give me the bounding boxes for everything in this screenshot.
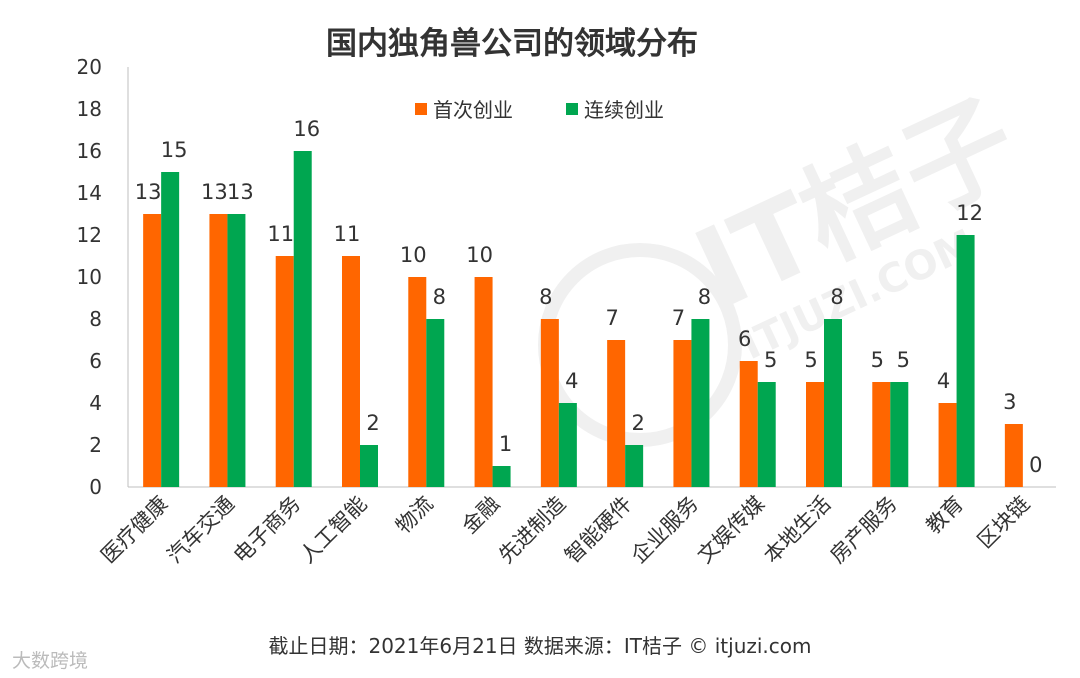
data-label: 15: [161, 138, 188, 162]
chart-title: 国内独角兽公司的领域分布: [326, 26, 698, 62]
data-label: 10: [466, 243, 493, 267]
data-label: 2: [631, 411, 644, 435]
x-tick-label: 医疗健康: [96, 492, 172, 568]
data-label: 7: [605, 306, 618, 330]
bar-serial-venture: [625, 445, 644, 487]
data-label: 16: [293, 117, 320, 141]
bar-first-venture: [806, 382, 824, 487]
x-tick-label: 教育: [921, 492, 968, 539]
legend-label: 首次创业: [433, 98, 513, 122]
x-tick-label: 人工智能: [295, 492, 371, 568]
bar-first-venture: [673, 340, 692, 487]
bar-serial-venture: [426, 319, 445, 487]
bar-first-venture: [408, 277, 427, 487]
data-label: 7: [672, 306, 685, 330]
y-tick-label: 10: [77, 265, 102, 289]
footer-source: 截止日期：2021年6月21日 数据来源：IT桔子 © itjuzi.com: [268, 634, 812, 658]
data-label: 1: [499, 432, 512, 456]
legend: 首次创业 连续创业: [415, 98, 664, 122]
data-label: 6: [738, 327, 751, 351]
data-label: 8: [830, 285, 843, 309]
data-label: 11: [334, 222, 361, 246]
x-tick-label: 电子商务: [229, 492, 305, 568]
bar-first-venture: [1004, 424, 1023, 487]
x-tick-label: 智能硬件: [560, 492, 636, 568]
bar-serial-venture: [824, 319, 842, 487]
y-tick-label: 0: [89, 475, 102, 499]
data-label: 8: [539, 285, 552, 309]
data-label: 5: [764, 348, 777, 372]
data-label: 3: [1003, 390, 1016, 414]
bar-serial-venture: [956, 235, 975, 487]
x-tick-label: 文娱传媒: [693, 492, 769, 568]
bar-first-venture: [739, 361, 758, 487]
corner-watermark: 大数跨境: [12, 650, 89, 672]
x-tick-label: 企业服务: [627, 492, 703, 568]
bar-first-venture: [342, 256, 360, 487]
y-tick-label: 18: [77, 97, 102, 121]
y-tick-label: 14: [77, 181, 102, 205]
bar-first-venture: [474, 277, 493, 487]
legend-swatch: [415, 103, 427, 115]
data-label: 13: [227, 180, 254, 204]
bar-first-venture: [275, 256, 294, 487]
data-label: 8: [698, 285, 711, 309]
bar-serial-venture: [161, 172, 180, 487]
bar-serial-venture: [492, 466, 511, 487]
x-tick-label: 房产服务: [825, 492, 901, 568]
data-label: 13: [201, 180, 228, 204]
data-label: 11: [267, 222, 294, 246]
data-label: 13: [135, 180, 162, 204]
y-tick-label: 20: [77, 55, 102, 79]
data-label: 12: [956, 201, 983, 225]
data-label: 10: [400, 243, 427, 267]
bar-first-venture: [938, 403, 957, 487]
bar-serial-venture: [360, 445, 378, 487]
bar-serial-venture: [691, 319, 710, 487]
y-tick-label: 6: [89, 349, 102, 373]
bar-serial-venture: [757, 382, 776, 487]
x-tick-label: 汽车交通: [163, 492, 239, 568]
y-tick-label: 2: [89, 433, 102, 457]
x-tick-label: 先进制造: [494, 492, 570, 568]
y-tick-label: 4: [89, 391, 102, 415]
y-tick-label: 16: [77, 139, 102, 163]
data-label: 8: [433, 285, 446, 309]
bar-first-venture: [209, 214, 228, 487]
bar-first-venture: [607, 340, 626, 487]
legend-label: 连续创业: [584, 98, 664, 122]
y-tick-label: 8: [89, 307, 102, 331]
bar-serial-venture: [890, 382, 909, 487]
x-tick-label: 区块链: [973, 492, 1035, 554]
bar-first-venture: [540, 319, 559, 487]
x-tick-label: 金融: [457, 492, 504, 539]
data-label: 4: [565, 369, 578, 393]
bar-first-venture: [143, 214, 162, 487]
bar-serial-venture: [293, 151, 312, 487]
legend-swatch: [566, 103, 578, 115]
data-label: 2: [366, 411, 379, 435]
data-label: 5: [897, 348, 910, 372]
bar-first-venture: [872, 382, 891, 487]
x-tick-label: 本地生活: [759, 492, 835, 568]
bar-serial-venture: [558, 403, 577, 487]
data-label: 0: [1029, 453, 1042, 477]
data-label: 4: [937, 369, 950, 393]
bar-serial-venture: [227, 214, 246, 487]
data-label: 5: [871, 348, 884, 372]
y-tick-label: 12: [77, 223, 102, 247]
data-label: 5: [804, 348, 817, 372]
x-tick-label: 物流: [391, 492, 438, 539]
